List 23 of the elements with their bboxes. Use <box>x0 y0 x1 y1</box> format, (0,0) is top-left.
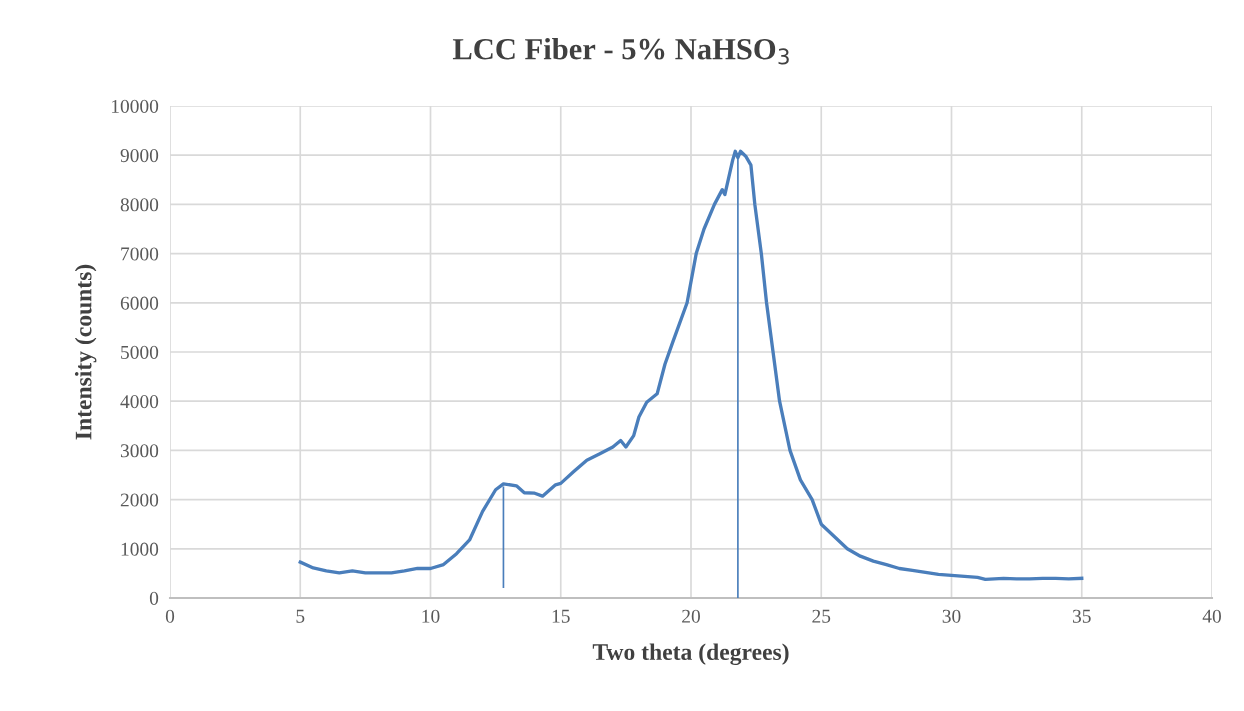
y-tick-label: 6000 <box>120 296 159 310</box>
x-tick-label: 0 <box>165 609 175 623</box>
chart-title: LCC Fiber - 5% NaHSO$_{3}$ <box>452 37 789 65</box>
y-tick-label: 10000 <box>111 99 159 113</box>
y-tick-label: 9000 <box>120 149 159 163</box>
x-tick-label: 20 <box>682 609 700 623</box>
y-tick-label: 2000 <box>120 493 159 507</box>
x-tick-label: 30 <box>942 609 961 623</box>
x-tick-label: 10 <box>422 609 440 623</box>
x-tick-label: 5 <box>296 609 305 623</box>
y-tick-label: 3000 <box>120 444 159 458</box>
y-tick-label: 5000 <box>121 345 159 359</box>
x-tick-label: 40 <box>1202 609 1221 623</box>
x-tick-label: 35 <box>1072 609 1091 623</box>
x-axis-title: Two theta (degrees) <box>592 643 789 666</box>
y-tick-label: 8000 <box>120 198 159 212</box>
y-tick-label: 4000 <box>120 395 159 409</box>
x-tick-label: 25 <box>812 609 831 623</box>
y-tick-label: 0 <box>149 591 159 605</box>
x-tick-label: 15 <box>552 609 570 623</box>
y-tick-label: 1000 <box>121 542 159 556</box>
y-tick-label: 7000 <box>121 247 159 261</box>
y-axis-title: Intensity (counts) <box>74 264 97 440</box>
